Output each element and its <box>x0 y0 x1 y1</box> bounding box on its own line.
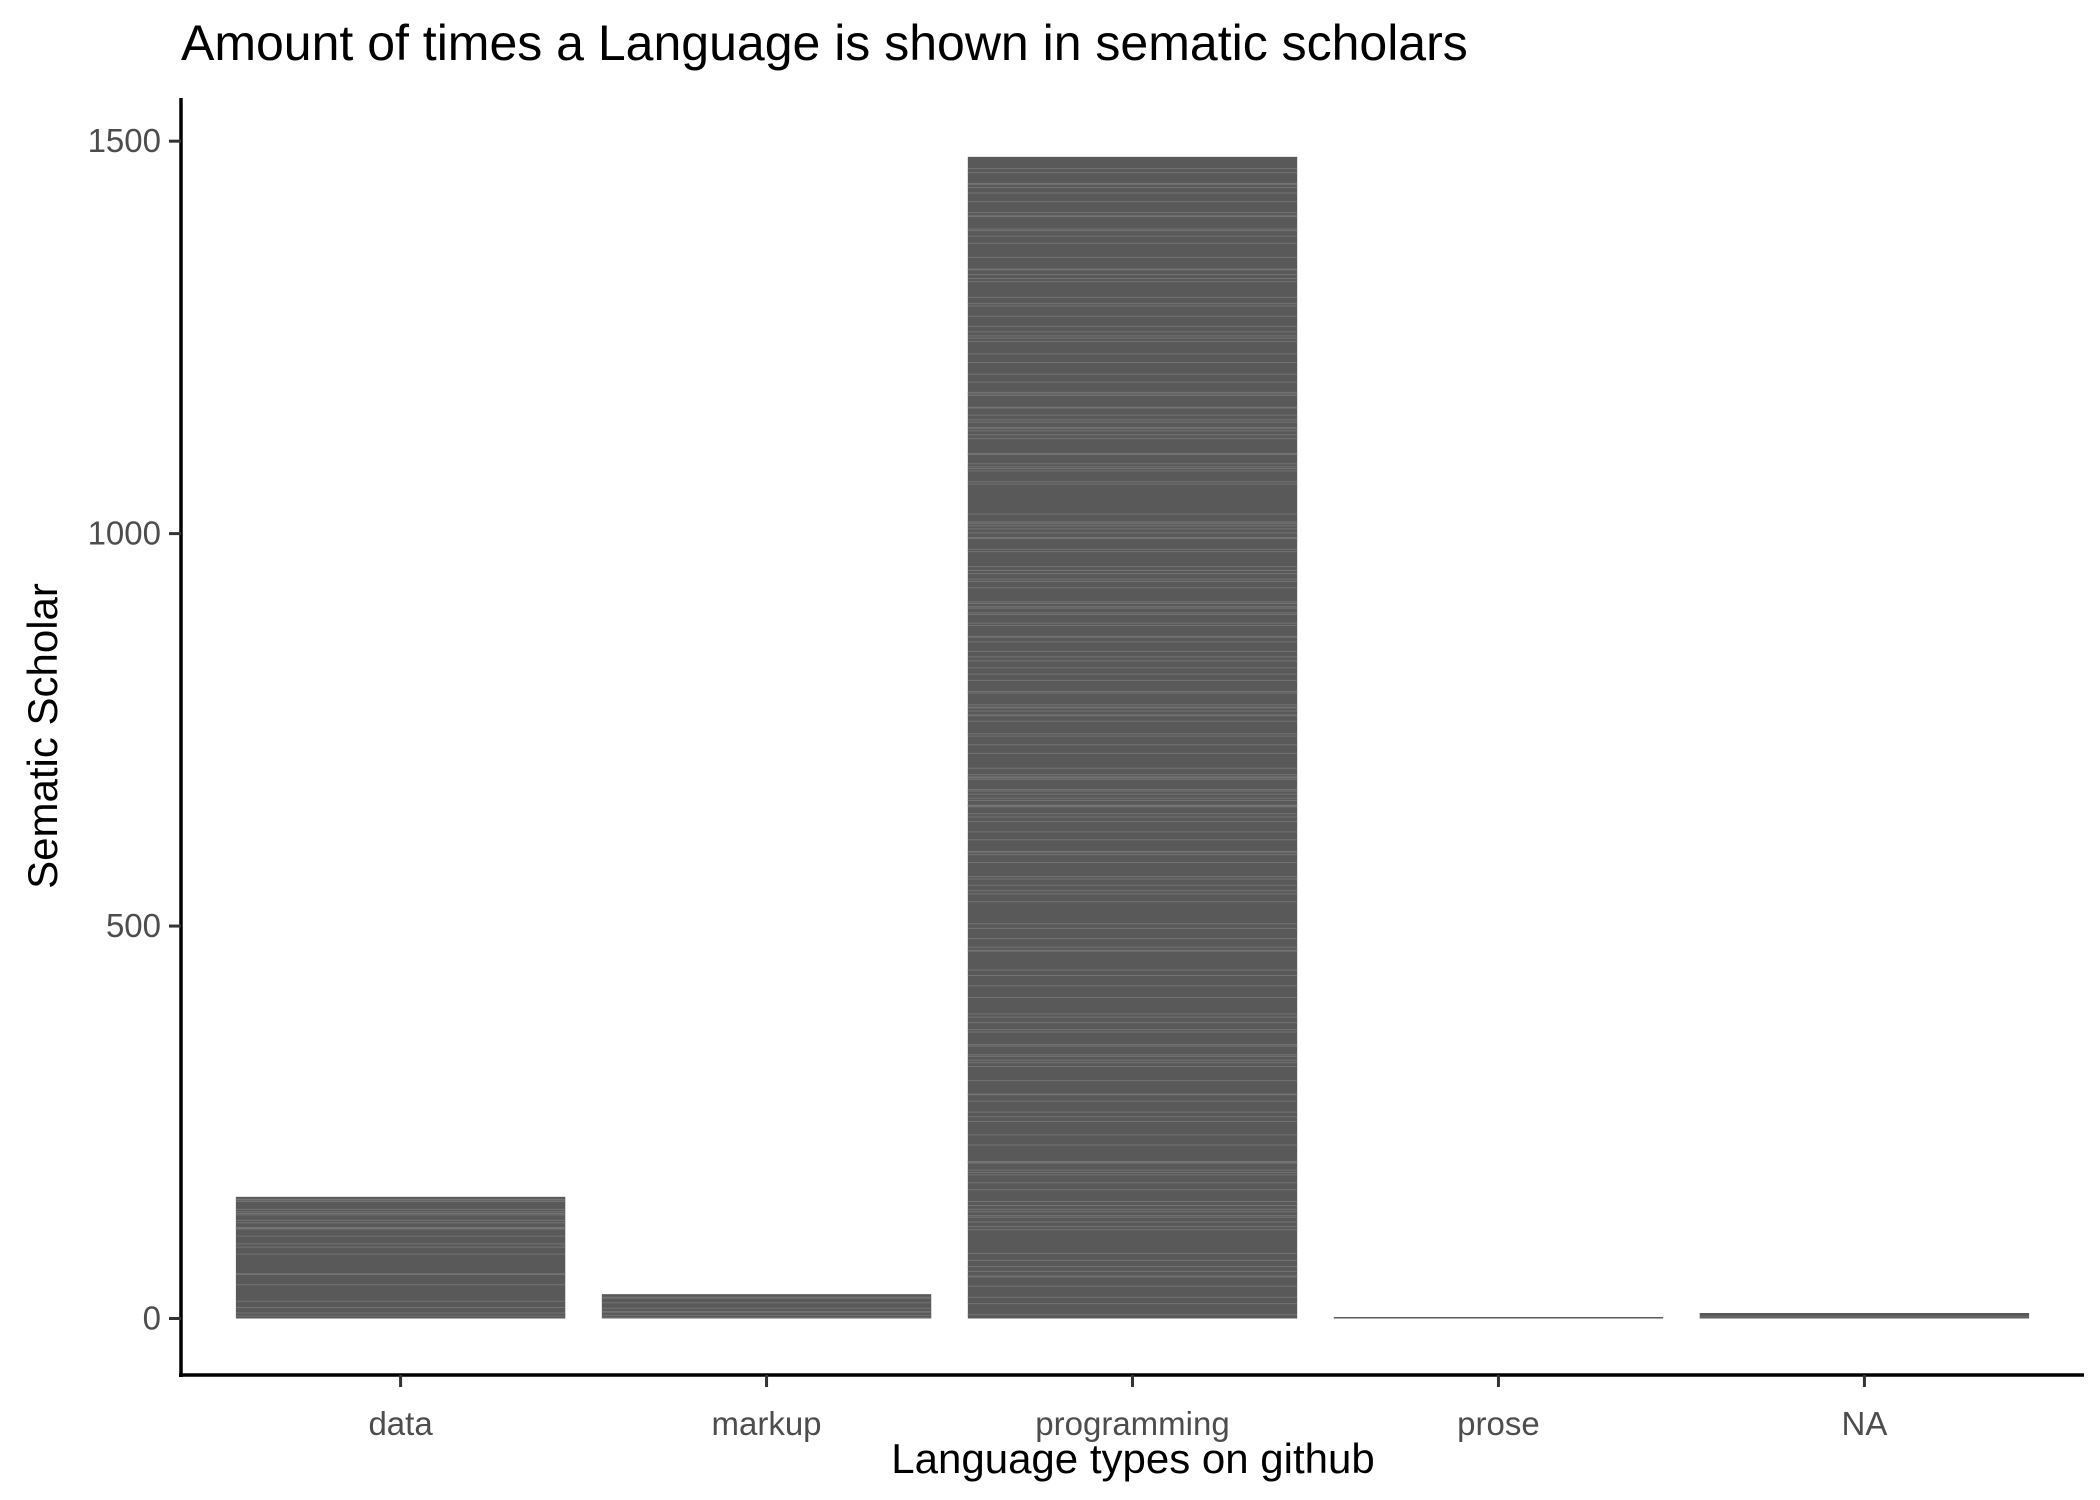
x-axis-title: Language types on github <box>891 1435 1374 1482</box>
bar-programming <box>967 156 1298 1319</box>
chart-title: Amount of times a Language is shown in s… <box>181 15 1468 71</box>
x-tick-label: data <box>368 1405 433 1442</box>
plot-area <box>235 156 2030 1319</box>
x-tick-label: NA <box>1842 1405 1888 1442</box>
y-axis-ticks: 0 500 1000 1500 <box>88 122 181 1336</box>
bar-data <box>235 1196 566 1319</box>
bar-markup <box>601 1294 932 1319</box>
y-tick-label: 500 <box>106 907 161 944</box>
bar-rect <box>967 156 1298 1319</box>
y-axis-title: Sematic Scholar <box>19 583 66 889</box>
bar-na <box>1699 1312 2030 1319</box>
bar-rect <box>1699 1312 2030 1319</box>
y-tick-label: 0 <box>143 1299 161 1336</box>
y-tick-label: 1000 <box>88 515 161 552</box>
x-tick-label: programming <box>1035 1405 1229 1442</box>
y-tick-label: 1500 <box>88 122 161 159</box>
bar-rect <box>235 1196 566 1319</box>
x-tick-label: markup <box>712 1405 822 1442</box>
bar-rect <box>1333 1316 1664 1319</box>
x-tick-label: prose <box>1457 1405 1540 1442</box>
x-axis-ticks: data markup programming prose NA <box>368 1375 1887 1442</box>
bar-prose <box>1333 1316 1664 1319</box>
